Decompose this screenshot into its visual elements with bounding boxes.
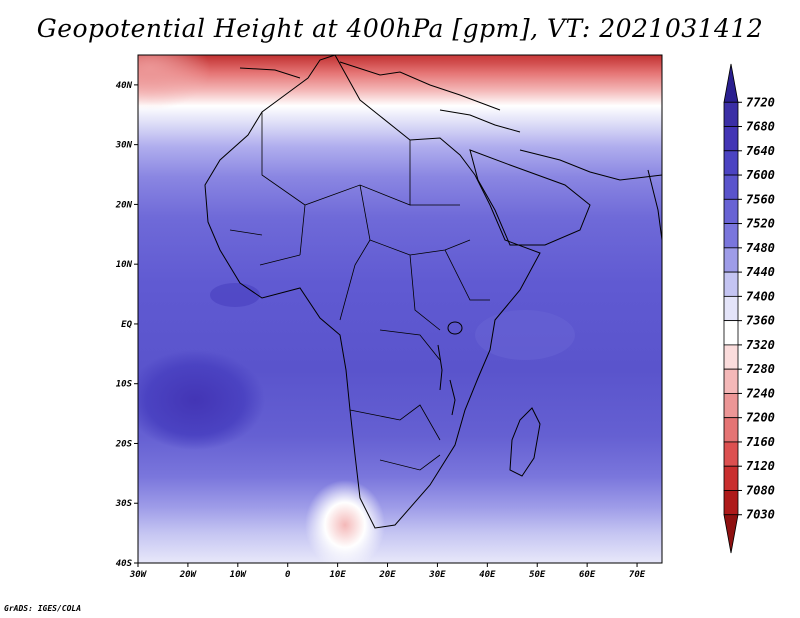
arabia-coastline <box>469 149 591 246</box>
colorbar: 7720 7680 7640 7600 7560 7520 7480 7440 7400 7360… <box>723 63 775 554</box>
lat-tick-label: EQ <box>121 320 132 330</box>
colorbar-swatch <box>723 320 739 346</box>
colorbar-label: 7080 <box>746 483 775 497</box>
lon-tick-label: 50E <box>529 570 546 580</box>
country-borders <box>229 112 490 471</box>
colorbar-swatch <box>723 465 739 491</box>
lon-tick-label: 10W <box>230 570 248 580</box>
persian-gulf-coast <box>519 149 662 181</box>
lon-tick-label: 70E <box>629 570 646 580</box>
colorbar-label: 7600 <box>746 168 775 182</box>
map-title: Geopotential Height at 400hPa [gpm], VT:… <box>36 14 764 43</box>
india-coast <box>647 169 662 241</box>
colorbar-swatch <box>723 441 739 467</box>
europe-coastline <box>239 61 521 133</box>
colorbar-swatch <box>723 271 739 297</box>
colorbar-label: 7030 <box>746 508 775 522</box>
colorbar-label: 7520 <box>746 217 775 231</box>
colorbar-swatch <box>723 223 739 249</box>
colorbar-label: 7280 <box>746 362 775 376</box>
lake-tanganyika <box>437 344 443 391</box>
plot-frame <box>137 54 663 564</box>
colorbar-swatch <box>723 295 739 322</box>
lat-tick-label: 10N <box>116 260 133 270</box>
lon-tick-label: 60E <box>579 570 596 580</box>
height-field <box>138 55 662 563</box>
colorbar-label: 7560 <box>746 192 775 206</box>
lon-tick-label: 30W <box>129 570 148 580</box>
colorbar-label: 7240 <box>746 386 775 400</box>
colorbar-label: 7320 <box>746 338 775 352</box>
colorbar-swatch <box>723 126 739 152</box>
lake-victoria <box>447 321 463 335</box>
lake-malawi <box>449 379 456 416</box>
lon-tick-label: 40E <box>479 570 496 580</box>
colorbar-bottom-triangle <box>723 514 739 554</box>
colorbar-swatch <box>723 344 739 370</box>
colorbar-label: 7200 <box>746 411 775 425</box>
colorbar-swatch <box>723 368 739 394</box>
colorbar-label: 7640 <box>746 144 775 158</box>
lat-tick-label: 20S <box>115 439 133 449</box>
colorbar-top-triangle <box>723 63 739 103</box>
colorbar-label: 7400 <box>746 289 775 303</box>
longitude-axis: 30W 20W 10W 0 10E 20E 30E 40E 50E 60E 70E <box>129 563 646 580</box>
lon-tick-label: 30E <box>428 570 446 580</box>
lat-tick-label: 30S <box>115 499 133 509</box>
colorbar-swatch <box>723 150 739 176</box>
colorbar-swatch <box>723 198 739 224</box>
lat-tick-label: 30N <box>115 141 133 151</box>
colorbar-swatch <box>723 174 739 200</box>
lon-tick-label: 20E <box>378 570 396 580</box>
lat-tick-label: 10S <box>116 380 133 390</box>
lat-tick-label: 40S <box>116 559 133 569</box>
colorbar-swatch <box>723 490 739 516</box>
colorbar-label: 7440 <box>746 265 775 279</box>
colorbar-label: 7120 <box>746 459 775 473</box>
colorbar-swatch <box>723 417 739 443</box>
lon-tick-label: 0 <box>285 570 291 580</box>
colorbar-swatch <box>723 393 739 419</box>
colorbar-label: 7720 <box>746 95 775 109</box>
lat-tick-label: 20N <box>115 200 133 210</box>
colorbar-label: 7360 <box>746 314 775 328</box>
lat-tick-label: 40N <box>116 81 133 91</box>
madagascar-coastline <box>509 407 541 477</box>
colorbar-swatch <box>723 247 739 273</box>
lon-tick-label: 10E <box>329 570 346 580</box>
colorbar-swatch <box>723 101 739 127</box>
lon-tick-label: 20W <box>179 570 198 580</box>
grads-credit: GrADS: IGES/COLA <box>4 604 82 613</box>
colorbar-label: 7480 <box>746 241 775 255</box>
latitude-axis: 40N 30N 20N 10N EQ 10S 20S 30S 40S <box>115 81 138 569</box>
colorbar-label: 7160 <box>746 435 775 449</box>
coastlines <box>204 55 662 529</box>
africa-coastline <box>204 55 541 529</box>
colorbar-label: 7680 <box>746 120 775 134</box>
